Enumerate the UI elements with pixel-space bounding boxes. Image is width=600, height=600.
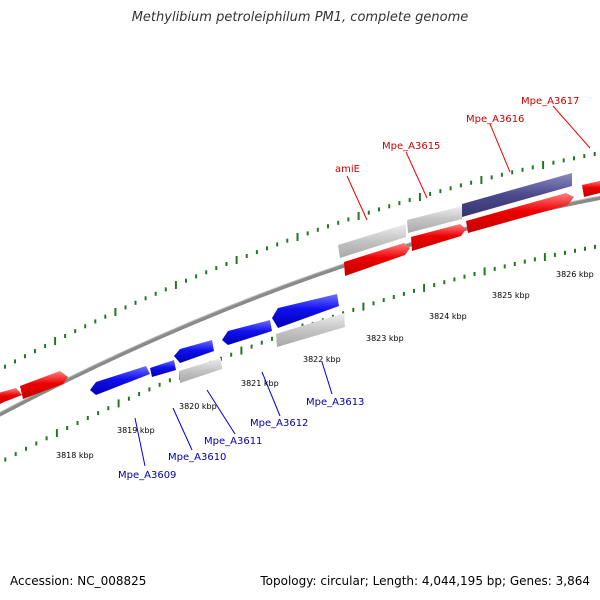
gene-Mpe_A3613 (272, 294, 339, 328)
gene-Mpe_A3617-highlight (462, 173, 572, 217)
scale-label: 3821 kbp (241, 379, 279, 388)
gene-label-amiE: amiE (335, 164, 360, 175)
gene-label-Mpe_A3616: Mpe_A3616 (466, 114, 524, 125)
scale-label: 3820 kbp (179, 402, 217, 411)
gene-Mpe_A3611 (174, 340, 214, 363)
forward-gene-labels: amiE Mpe_A3615 Mpe_A3616 Mpe_A3617 (335, 96, 579, 175)
gene-Mpe_A3612 (222, 320, 272, 345)
accession-text: Accession: NC_008825 (10, 574, 147, 588)
scale-label: 3819 kbp (117, 426, 155, 435)
rna-gene-amiE-track (338, 224, 406, 258)
inner-tick-ring (4, 244, 596, 462)
gene-amiE (344, 243, 410, 276)
forward-gene-far-left (0, 388, 22, 404)
scale-label: 3825 kbp (492, 291, 530, 300)
scale-label: 3818 kbp (56, 451, 94, 460)
gene-Mpe_A3610 (150, 360, 176, 377)
scale-label: 3824 kbp (429, 312, 467, 321)
rna-gene-Mpe_A3611-track (179, 358, 222, 383)
gene-label-Mpe_A3609: Mpe_A3609 (118, 470, 176, 481)
scale-label: 3822 kbp (303, 355, 341, 364)
scale-labels: 3818 kbp 3819 kbp 3820 kbp 3821 kbp 3822… (56, 270, 594, 460)
reverse-genes (90, 294, 345, 395)
gene-label-Mpe_A3610: Mpe_A3610 (168, 452, 226, 463)
reverse-gene-labels: Mpe_A3609 Mpe_A3610 Mpe_A3611 Mpe_A3612 … (118, 397, 364, 481)
map-title: Methylibium petroleiphilum PM1, complete… (131, 10, 469, 25)
scale-label: 3823 kbp (366, 334, 404, 343)
outer-tick-ring (4, 152, 596, 369)
forward-genes (0, 173, 600, 404)
rna-gene-Mpe_A3613-track (276, 313, 345, 347)
rna-gene-Mpe_A3615-track (407, 206, 462, 233)
scale-label: 3826 kbp (556, 270, 594, 279)
label-leaders (134, 105, 591, 467)
forward-gene-left (20, 371, 68, 399)
gene-Mpe_A3616 (466, 193, 574, 233)
gene-label-Mpe_A3611: Mpe_A3611 (204, 436, 262, 447)
gene-label-Mpe_A3612: Mpe_A3612 (250, 418, 308, 429)
gene-Mpe_A3609 (90, 366, 150, 395)
genome-summary-text: Topology: circular; Length: 4,044,195 bp… (260, 574, 590, 588)
gene-label-Mpe_A3617: Mpe_A3617 (521, 96, 579, 107)
forward-gene-right-edge (582, 180, 600, 197)
gene-label-Mpe_A3615: Mpe_A3615 (382, 141, 440, 152)
gene-label-Mpe_A3613: Mpe_A3613 (306, 397, 364, 408)
gene-Mpe_A3615 (411, 224, 466, 251)
